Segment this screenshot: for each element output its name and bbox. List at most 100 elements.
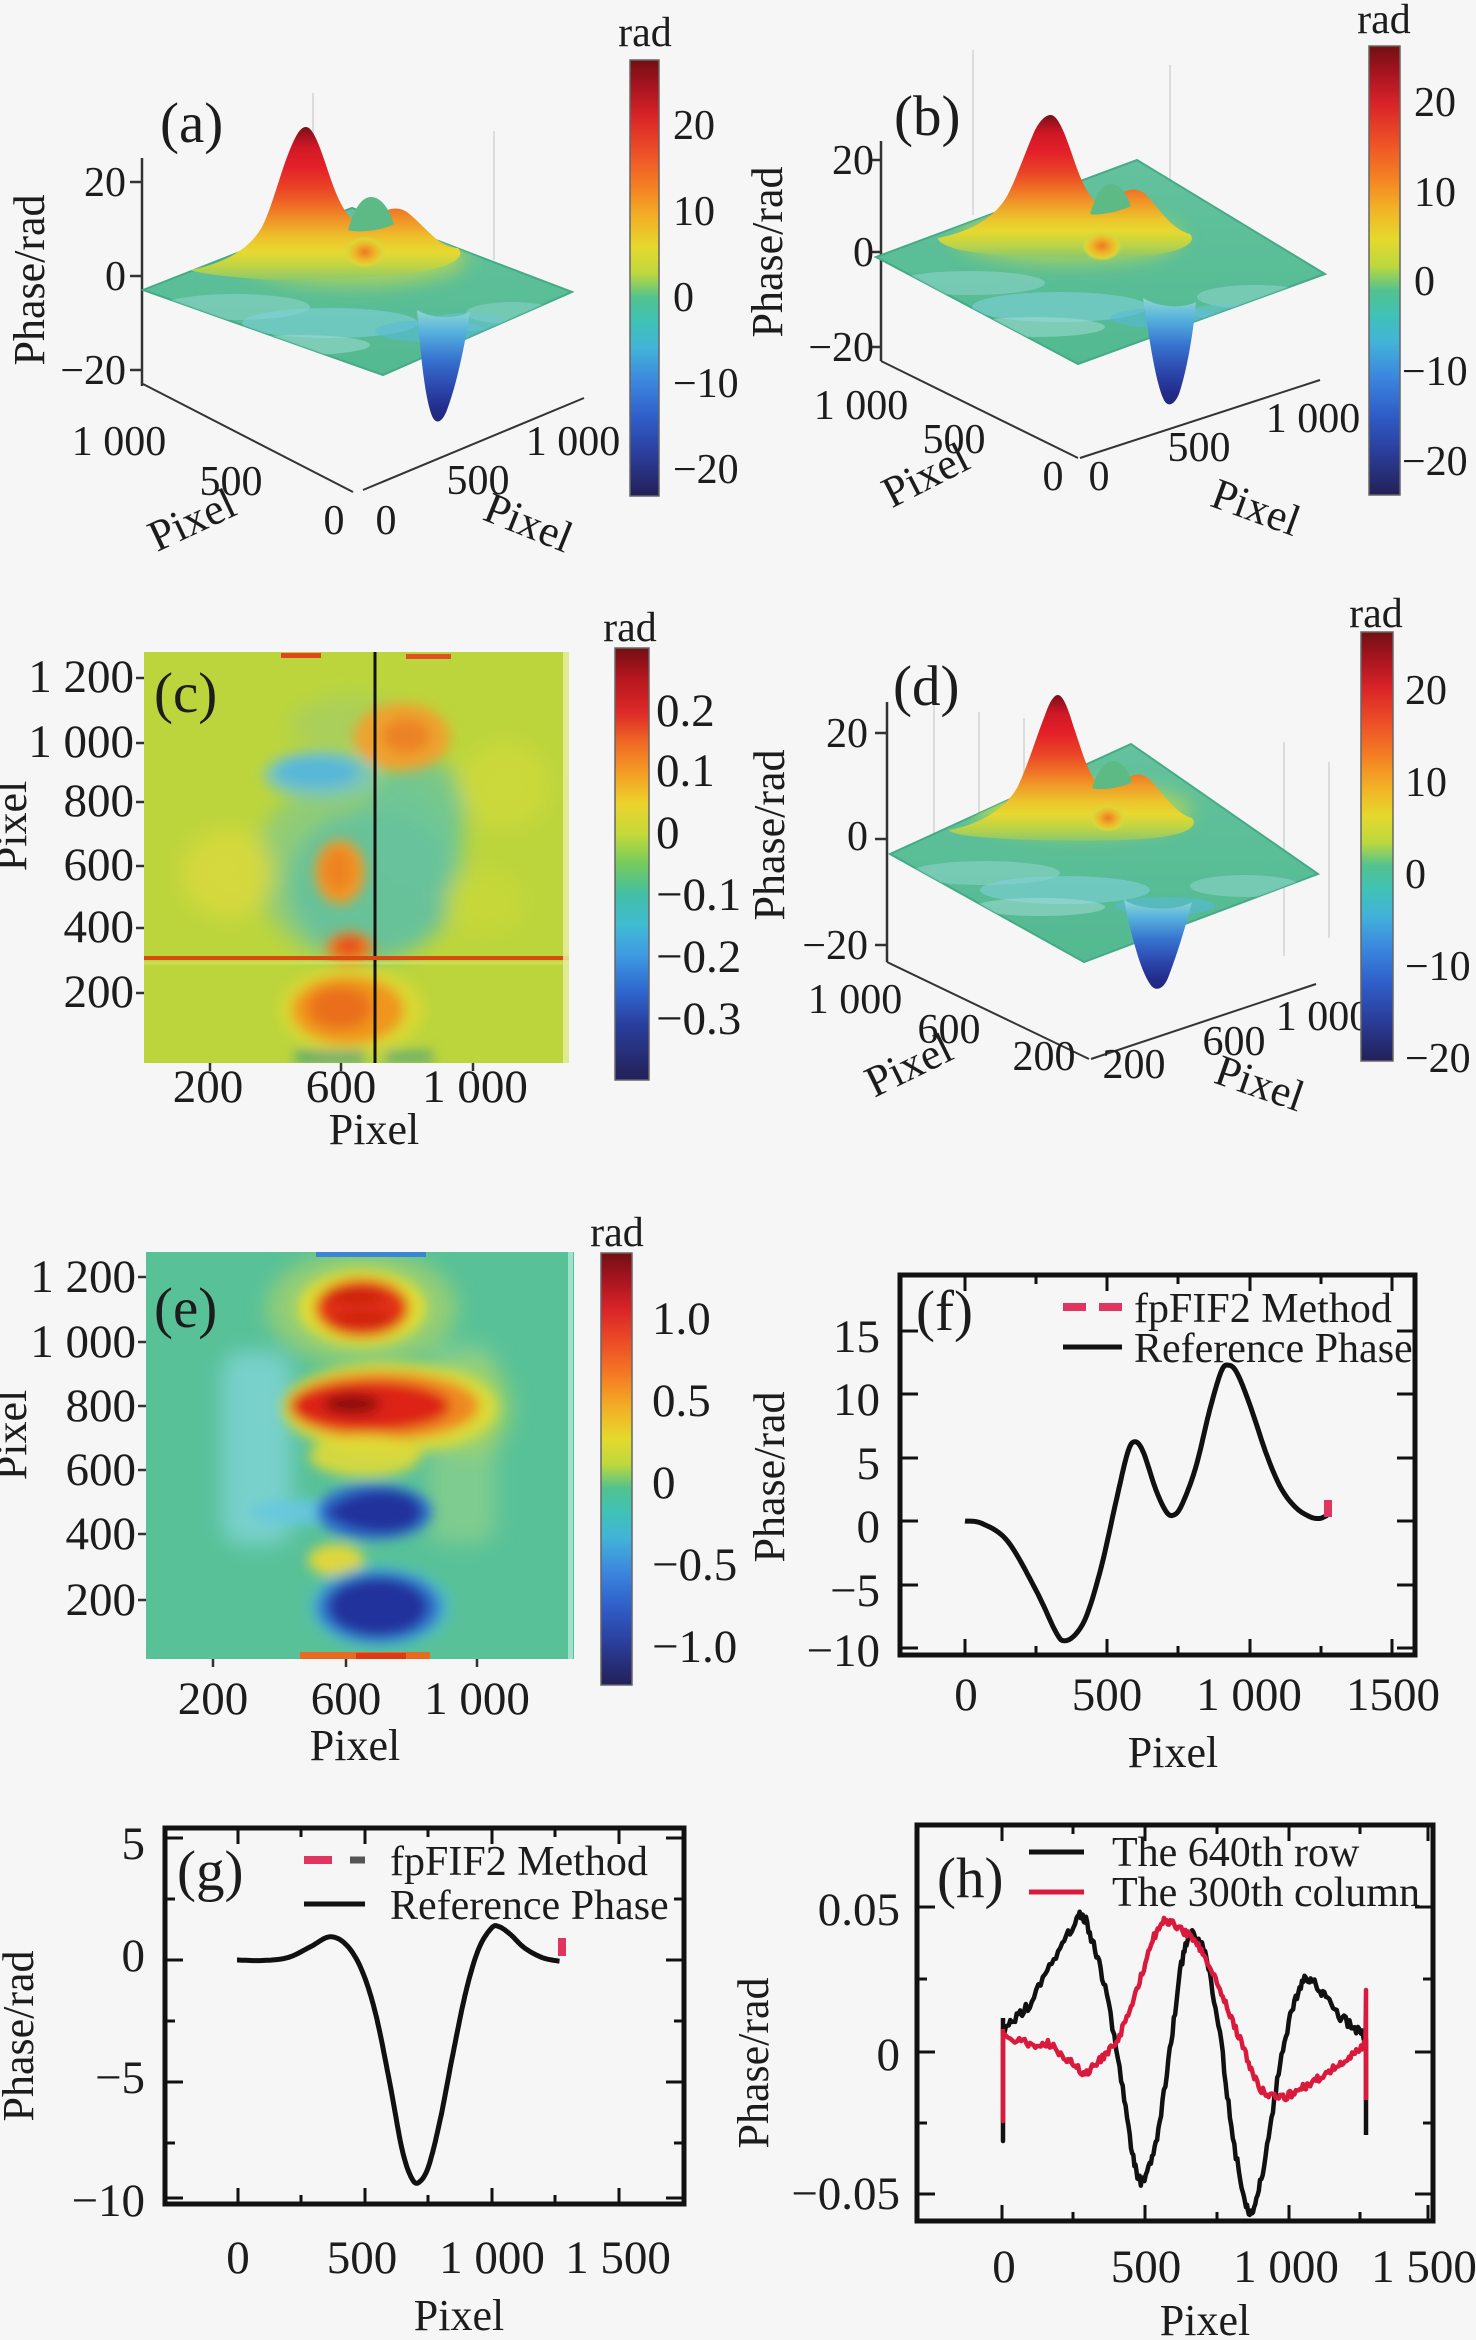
svg-text:−20: −20 xyxy=(60,348,126,394)
svg-text:Phase/rad: Phase/rad xyxy=(0,1950,43,2121)
svg-text:1 200: 1 200 xyxy=(28,651,134,703)
svg-text:20: 20 xyxy=(1405,668,1447,714)
svg-text:−10: −10 xyxy=(1405,944,1471,990)
svg-text:0: 0 xyxy=(652,1457,676,1509)
svg-text:−0.1: −0.1 xyxy=(656,869,741,921)
svg-text:800: 800 xyxy=(66,1380,137,1432)
svg-text:−10: −10 xyxy=(71,2175,145,2227)
svg-text:Pixel: Pixel xyxy=(310,1721,400,1770)
svg-text:(g): (g) xyxy=(177,1840,243,1903)
svg-text:1 500: 1 500 xyxy=(1371,2241,1476,2293)
svg-text:500: 500 xyxy=(923,417,986,463)
svg-text:0.5: 0.5 xyxy=(652,1375,711,1427)
svg-text:20: 20 xyxy=(673,103,715,149)
svg-text:0: 0 xyxy=(673,275,694,321)
svg-text:1 000: 1 000 xyxy=(808,977,903,1023)
svg-text:1 000: 1 000 xyxy=(28,716,134,768)
svg-text:−10: −10 xyxy=(673,361,739,407)
svg-text:20: 20 xyxy=(832,138,874,184)
svg-text:200: 200 xyxy=(1013,1034,1076,1080)
svg-text:0: 0 xyxy=(857,1501,881,1553)
svg-text:Reference Phase: Reference Phase xyxy=(390,1883,669,1929)
svg-text:1500: 1500 xyxy=(1346,1669,1440,1721)
svg-text:800: 800 xyxy=(64,775,135,827)
svg-text:0: 0 xyxy=(324,498,345,544)
svg-text:Phase/rad: Phase/rad xyxy=(745,749,794,920)
svg-text:10: 10 xyxy=(1414,170,1456,216)
svg-text:200: 200 xyxy=(64,966,135,1018)
svg-text:rad: rad xyxy=(618,10,672,56)
svg-text:1 000: 1 000 xyxy=(72,419,167,465)
svg-text:1 000: 1 000 xyxy=(1196,1669,1302,1721)
svg-text:500: 500 xyxy=(327,2232,398,2284)
svg-text:rad: rad xyxy=(603,605,657,651)
svg-text:0: 0 xyxy=(226,2232,250,2284)
svg-text:−5: −5 xyxy=(95,2052,145,2104)
svg-text:−10: −10 xyxy=(1402,349,1468,395)
svg-text:0: 0 xyxy=(376,498,397,544)
svg-text:Pixel: Pixel xyxy=(1128,1728,1218,1777)
svg-text:5: 5 xyxy=(122,1818,146,1870)
svg-text:rad: rad xyxy=(590,1210,644,1256)
svg-text:−20: −20 xyxy=(1402,439,1468,485)
svg-text:0: 0 xyxy=(877,2029,901,2081)
svg-text:5: 5 xyxy=(857,1438,881,1490)
svg-text:(a): (a) xyxy=(160,92,223,155)
svg-text:20: 20 xyxy=(84,160,126,206)
svg-text:Reference Phase: Reference Phase xyxy=(1134,1326,1413,1372)
svg-text:0.2: 0.2 xyxy=(656,685,715,737)
svg-text:600: 600 xyxy=(64,839,135,891)
svg-text:1 000: 1 000 xyxy=(439,2232,545,2284)
svg-text:1 000: 1 000 xyxy=(526,419,621,465)
svg-text:(d): (d) xyxy=(893,655,959,718)
svg-text:1 000: 1 000 xyxy=(1233,2241,1339,2293)
svg-text:(c): (c) xyxy=(154,662,217,725)
svg-text:−0.2: −0.2 xyxy=(656,931,741,983)
svg-text:0: 0 xyxy=(122,1930,146,1982)
svg-text:−20: −20 xyxy=(1405,1036,1471,1082)
svg-text:−1.0: −1.0 xyxy=(652,1621,737,1673)
svg-text:0: 0 xyxy=(656,807,680,859)
svg-text:−20: −20 xyxy=(673,447,739,493)
svg-text:1 000: 1 000 xyxy=(1266,396,1361,442)
svg-text:(h): (h) xyxy=(937,1847,1003,1910)
svg-text:0: 0 xyxy=(1089,454,1110,500)
svg-text:500: 500 xyxy=(1072,1669,1143,1721)
svg-text:(f): (f) xyxy=(916,1280,973,1343)
svg-text:1 000: 1 000 xyxy=(424,1673,530,1725)
svg-text:fpFIF2 Method: fpFIF2 Method xyxy=(390,1839,648,1885)
svg-text:1 000: 1 000 xyxy=(814,383,909,429)
svg-text:Pixel: Pixel xyxy=(1160,2296,1250,2340)
svg-text:0: 0 xyxy=(105,254,126,300)
svg-text:10: 10 xyxy=(673,189,715,235)
svg-text:0: 0 xyxy=(1043,454,1064,500)
svg-text:200: 200 xyxy=(66,1574,137,1626)
svg-text:600: 600 xyxy=(918,1007,981,1053)
svg-text:−20: −20 xyxy=(808,325,874,371)
svg-text:200: 200 xyxy=(178,1673,249,1725)
svg-text:0: 0 xyxy=(847,814,868,860)
svg-text:600: 600 xyxy=(306,1061,377,1113)
svg-text:1 200: 1 200 xyxy=(30,1251,136,1303)
svg-text:−0.3: −0.3 xyxy=(656,993,741,1045)
svg-text:20: 20 xyxy=(1414,80,1456,126)
svg-text:The 300th column: The 300th column xyxy=(1112,1870,1420,1916)
svg-text:400: 400 xyxy=(64,901,135,953)
svg-text:fpFIF2 Method: fpFIF2 Method xyxy=(1134,1286,1392,1332)
svg-text:20: 20 xyxy=(826,711,868,757)
svg-text:Pixel: Pixel xyxy=(0,1390,36,1480)
svg-text:Phase/rad: Phase/rad xyxy=(745,1391,794,1562)
svg-text:Phase/rad: Phase/rad xyxy=(729,1977,778,2148)
svg-text:The 640th row: The 640th row xyxy=(1112,1830,1360,1876)
svg-text:0: 0 xyxy=(853,230,874,276)
svg-text:0.05: 0.05 xyxy=(818,1884,900,1936)
svg-text:500: 500 xyxy=(1111,2241,1182,2293)
svg-text:200: 200 xyxy=(1103,1042,1166,1088)
svg-text:10: 10 xyxy=(1405,760,1447,806)
svg-text:600: 600 xyxy=(66,1444,137,1496)
svg-text:0: 0 xyxy=(954,1669,978,1721)
svg-text:400: 400 xyxy=(66,1508,137,1560)
svg-text:(e): (e) xyxy=(154,1277,217,1340)
svg-text:rad: rad xyxy=(1349,591,1403,637)
svg-text:200: 200 xyxy=(173,1061,244,1113)
